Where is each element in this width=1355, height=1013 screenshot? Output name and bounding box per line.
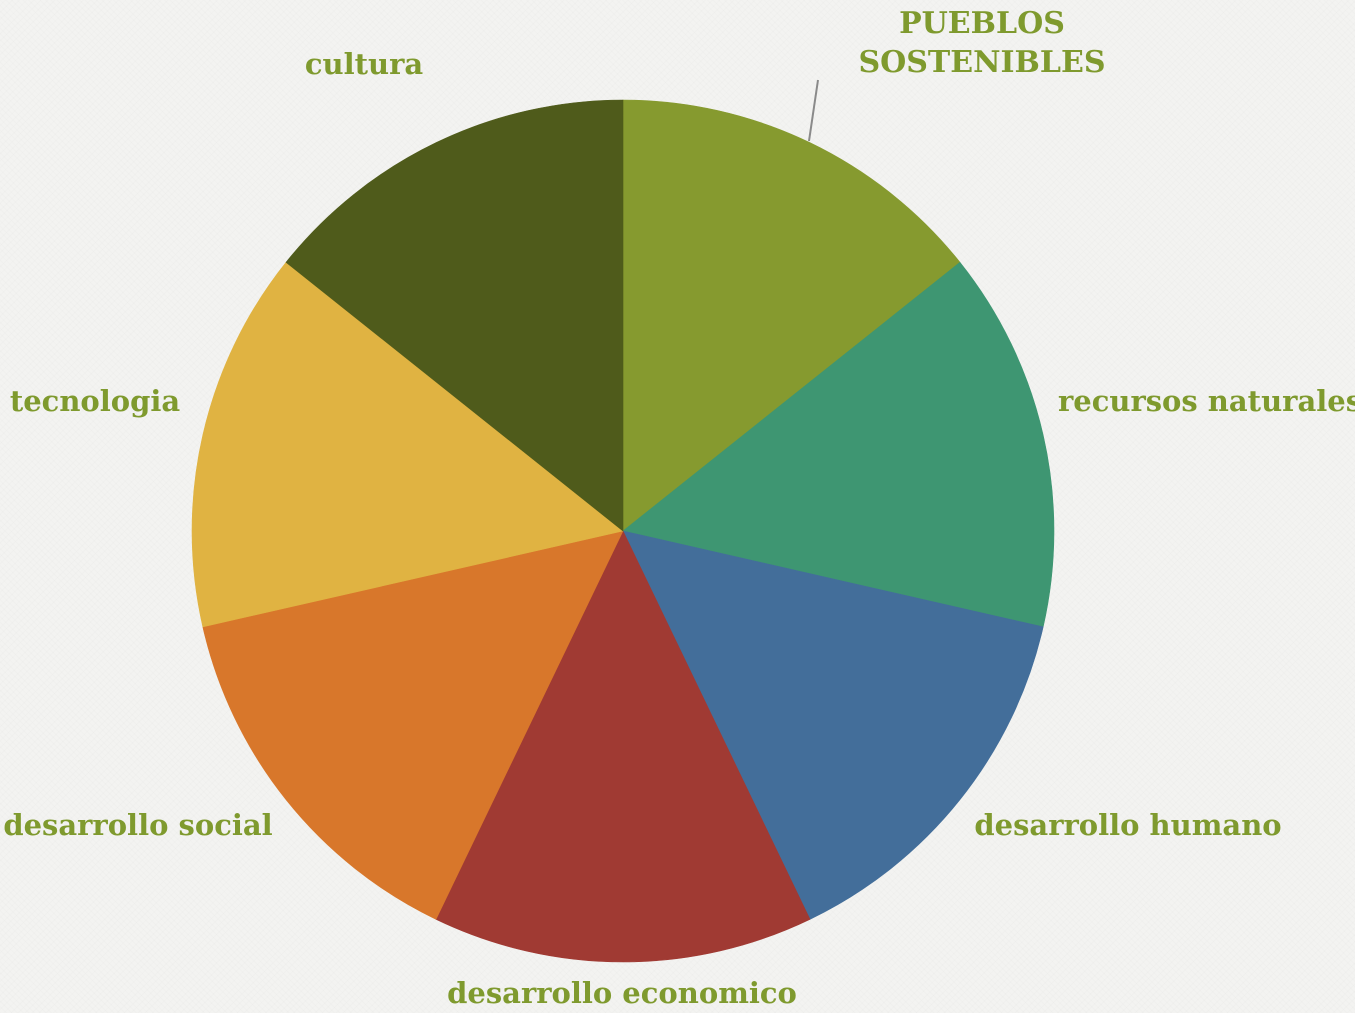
chart-title-line-2: SOSTENIBLES xyxy=(858,45,1105,80)
pie-slice-cultura xyxy=(285,99,624,532)
pie-slice-pueblos-sostenibles xyxy=(622,99,961,532)
pie-slice-desarrollo-economico xyxy=(435,530,811,963)
slice-label-cultura: cultura xyxy=(305,47,424,81)
pie-slice-recursos-naturales xyxy=(622,261,1055,628)
slice-label-recursos-naturales: recursos naturales xyxy=(1058,384,1355,418)
slice-labels: PUEBLOS SOSTENIBLES recursos naturales d… xyxy=(3,6,1355,1010)
slice-label-desarrollo-social: desarrollo social xyxy=(3,808,272,842)
pie-slices xyxy=(191,99,1055,963)
chart-title-line-1: PUEBLOS xyxy=(899,6,1065,41)
pie-slice-desarrollo-social xyxy=(202,530,624,920)
pie-slice-tecnologia xyxy=(191,261,624,628)
slice-label-desarrollo-economico: desarrollo economico xyxy=(447,976,797,1010)
slice-label-desarrollo-humano: desarrollo humano xyxy=(974,808,1281,842)
pie-slice-desarrollo-humano xyxy=(622,530,1044,920)
slice-label-tecnologia: tecnologia xyxy=(10,384,181,418)
leader-line xyxy=(808,79,819,142)
